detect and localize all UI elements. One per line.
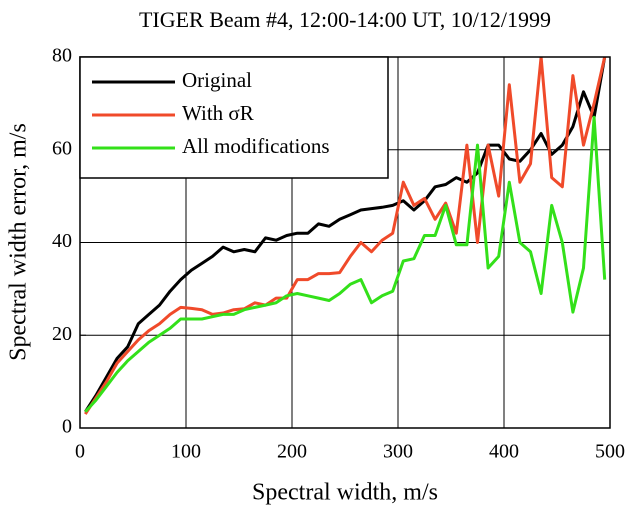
chart-title: TIGER Beam #4, 12:00-14:00 UT, 10/12/199… <box>139 7 551 32</box>
x-tick-label: 300 <box>383 441 413 463</box>
x-axis-label: Spectral width, m/s <box>252 480 438 506</box>
y-axis-label: Spectral width error, m/s <box>6 123 32 361</box>
y-tick-label: 20 <box>52 323 72 345</box>
x-tick-label: 0 <box>75 441 85 463</box>
legend-label: With σR <box>182 101 254 125</box>
legend-label: All modifications <box>182 134 330 158</box>
x-tick-label: 100 <box>171 441 201 463</box>
x-tick-label: 200 <box>277 441 307 463</box>
x-tick-label: 500 <box>595 441 625 463</box>
y-tick-label: 60 <box>52 137 72 159</box>
x-tick-label: 400 <box>489 441 519 463</box>
data-line <box>84 57 607 415</box>
legend-label: Original <box>182 68 252 92</box>
legend: Original With σR All modifications <box>79 56 389 179</box>
legend-box <box>79 56 389 179</box>
y-tick-label: 80 <box>52 45 72 67</box>
y-tick-label: 0 <box>62 416 72 438</box>
y-tick-label: 40 <box>52 230 72 252</box>
data-line <box>84 115 607 413</box>
